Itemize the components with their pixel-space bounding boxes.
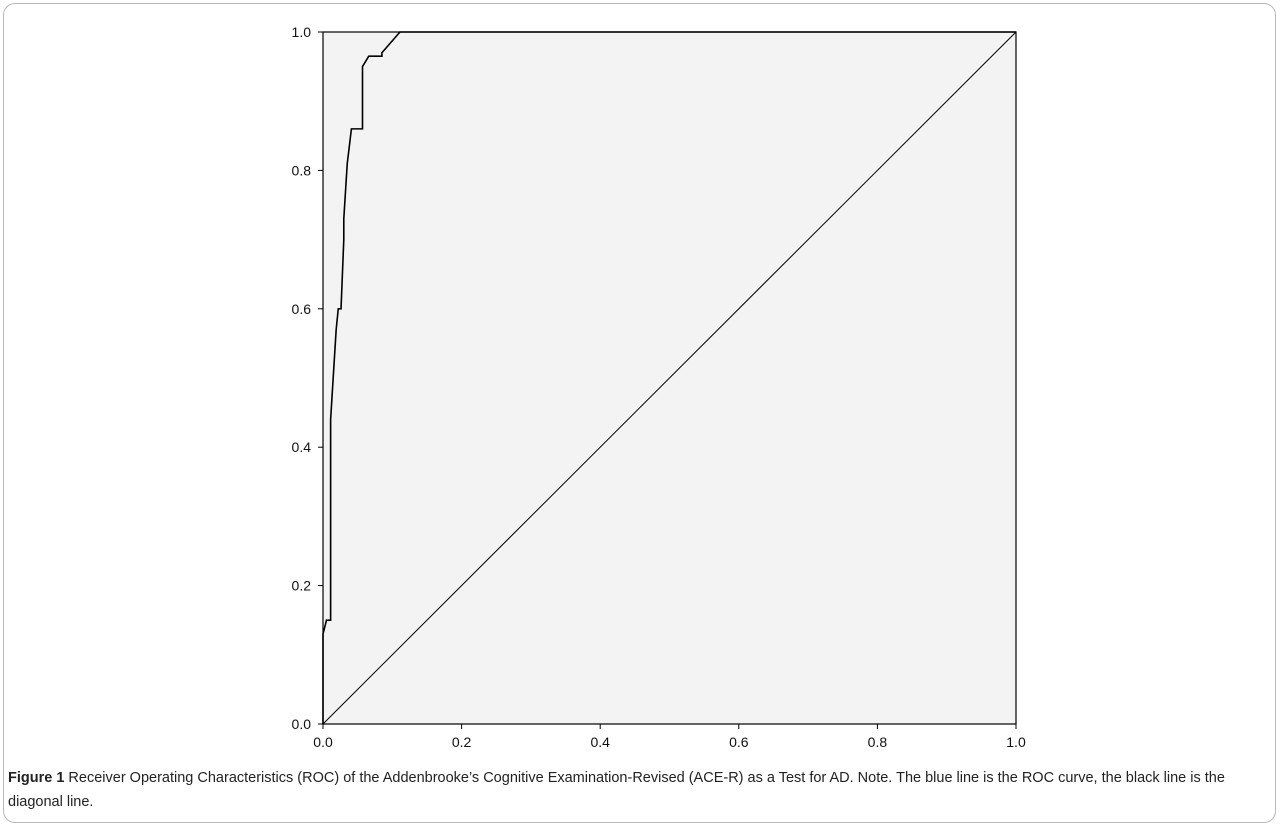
x-tick-label: 0.6 <box>729 734 749 750</box>
caption-text: Receiver Operating Characteristics (ROC)… <box>8 770 1225 810</box>
figure-caption: Figure 1 Receiver Operating Characterist… <box>8 766 1270 814</box>
y-tick-label: 0.0 <box>292 716 312 732</box>
ticks-layer: 0.0 0.2 0.4 0.6 0.8 1.0 0.0 0.2 0.4 0.6 0.8 1.0 <box>292 24 1026 750</box>
diagonal-line <box>322 31 1017 725</box>
figure-label: Figure 1 <box>8 770 65 786</box>
x-tick-label: 1.0 <box>1006 734 1026 750</box>
roc-chart: 0.0 0.2 0.4 0.6 0.8 1.0 0.0 0.2 0.4 0.6 0.8 1.0 <box>292 24 1026 750</box>
x-tick-label: 0.8 <box>868 734 888 750</box>
x-tick-label: 0.0 <box>313 734 333 750</box>
roc-curve-line <box>322 31 1016 724</box>
plot-frame <box>322 31 1017 725</box>
series-layer <box>322 31 1017 725</box>
y-tick-label: 0.8 <box>292 162 312 178</box>
axes-layer <box>322 31 1017 725</box>
x-tick-label: 0.2 <box>452 734 472 750</box>
y-tick-label: 0.2 <box>292 578 312 594</box>
y-tick-label: 1.0 <box>292 24 312 40</box>
y-tick-label: 0.6 <box>292 301 312 317</box>
x-tick-label: 0.4 <box>590 734 610 750</box>
y-tick-label: 0.4 <box>292 439 312 455</box>
